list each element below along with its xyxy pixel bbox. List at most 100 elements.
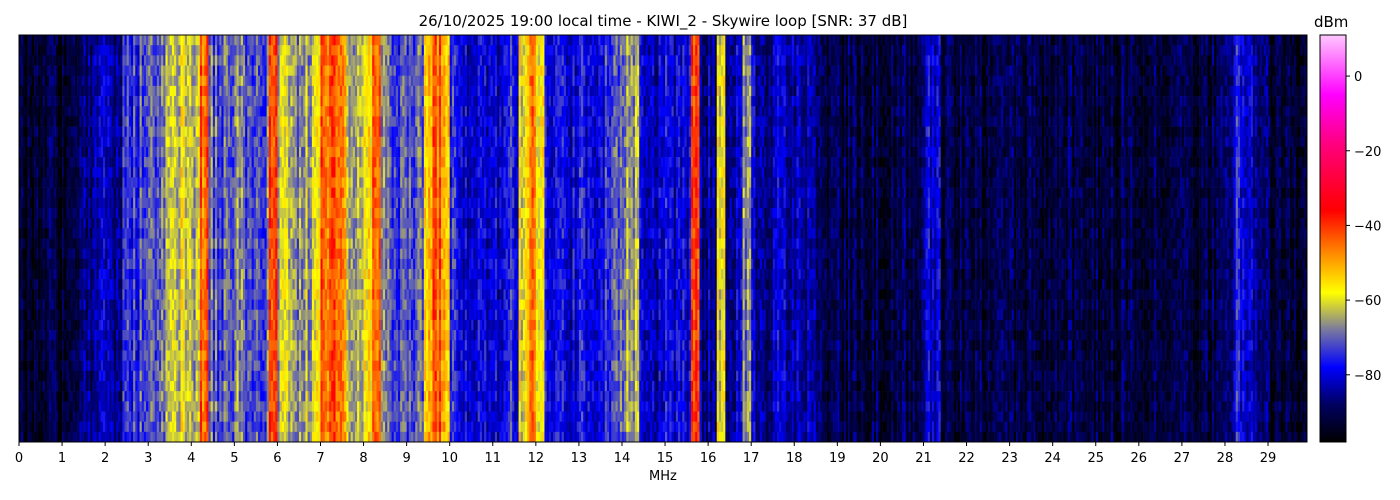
heatmap-cell bbox=[178, 45, 180, 55]
heatmap-cell bbox=[258, 76, 260, 86]
heatmap-cell bbox=[198, 269, 200, 279]
heatmap-cell bbox=[133, 401, 135, 411]
heatmap-cell bbox=[249, 249, 251, 259]
heatmap-cell bbox=[258, 350, 260, 360]
heatmap-cell bbox=[58, 55, 60, 65]
heatmap-cell bbox=[28, 401, 30, 411]
heatmap-cell bbox=[137, 432, 139, 442]
heatmap-cell bbox=[206, 86, 208, 96]
heatmap-cell bbox=[174, 96, 176, 106]
heatmap-cell bbox=[230, 422, 232, 432]
heatmap-cell bbox=[249, 381, 251, 391]
heatmap-cell bbox=[187, 218, 189, 228]
heatmap-cell bbox=[84, 350, 86, 360]
heatmap-cell bbox=[157, 147, 159, 157]
heatmap-cell bbox=[105, 198, 107, 208]
heatmap-cell bbox=[148, 218, 150, 228]
heatmap-cell bbox=[187, 76, 189, 86]
heatmap-cell bbox=[260, 96, 262, 106]
heatmap-cell bbox=[84, 391, 86, 401]
heatmap-cell bbox=[224, 259, 226, 269]
heatmap-cell bbox=[239, 320, 241, 330]
heatmap-cell bbox=[51, 96, 53, 106]
heatmap-cell bbox=[90, 55, 92, 65]
heatmap-cell bbox=[125, 167, 127, 177]
heatmap-cell bbox=[193, 340, 195, 350]
heatmap-cell bbox=[140, 35, 142, 45]
heatmap-cell bbox=[256, 188, 258, 198]
heatmap-cell bbox=[262, 198, 264, 208]
heatmap-cell bbox=[79, 269, 81, 279]
heatmap-cell bbox=[60, 116, 62, 126]
heatmap-cell bbox=[140, 55, 142, 65]
heatmap-cell bbox=[161, 167, 163, 177]
heatmap-cell bbox=[88, 228, 90, 238]
heatmap-cell bbox=[142, 422, 144, 432]
heatmap-cell bbox=[221, 127, 223, 137]
heatmap-cell bbox=[174, 391, 176, 401]
heatmap-cell bbox=[56, 228, 58, 238]
heatmap-cell bbox=[112, 228, 114, 238]
heatmap-cell bbox=[161, 137, 163, 147]
heatmap-cell bbox=[105, 55, 107, 65]
heatmap-cell bbox=[165, 228, 167, 238]
heatmap-cell bbox=[200, 147, 202, 157]
heatmap-cell bbox=[172, 259, 174, 269]
heatmap-cell bbox=[120, 228, 122, 238]
heatmap-cell bbox=[71, 116, 73, 126]
heatmap-cell bbox=[254, 137, 256, 147]
heatmap-cell bbox=[144, 208, 146, 218]
heatmap-cell bbox=[269, 198, 271, 208]
heatmap-cell bbox=[269, 35, 271, 45]
heatmap-cell bbox=[146, 157, 148, 167]
heatmap-cell bbox=[172, 198, 174, 208]
heatmap-cell bbox=[277, 188, 279, 198]
heatmap-cell bbox=[56, 45, 58, 55]
heatmap-cell bbox=[58, 239, 60, 249]
heatmap-cell bbox=[252, 350, 254, 360]
heatmap-cell bbox=[157, 96, 159, 106]
heatmap-cell bbox=[198, 432, 200, 442]
heatmap-cell bbox=[36, 391, 38, 401]
heatmap-cell bbox=[66, 45, 68, 55]
heatmap-cell bbox=[224, 432, 226, 442]
heatmap-cell bbox=[282, 361, 284, 371]
heatmap-cell bbox=[144, 66, 146, 76]
heatmap-cell bbox=[41, 208, 43, 218]
heatmap-cell bbox=[133, 218, 135, 228]
heatmap-cell bbox=[265, 35, 267, 45]
heatmap-cell bbox=[228, 76, 230, 86]
heatmap-cell bbox=[71, 361, 73, 371]
heatmap-cell bbox=[75, 411, 77, 421]
heatmap-cell bbox=[75, 239, 77, 249]
heatmap-cell bbox=[174, 198, 176, 208]
heatmap-cell bbox=[273, 300, 275, 310]
heatmap-cell bbox=[86, 157, 88, 167]
heatmap-cell bbox=[181, 361, 183, 371]
heatmap-cell bbox=[150, 320, 152, 330]
heatmap-cell bbox=[47, 35, 49, 45]
heatmap-cell bbox=[43, 239, 45, 249]
heatmap-cell bbox=[34, 350, 36, 360]
heatmap-cell bbox=[275, 310, 277, 320]
heatmap-cell bbox=[172, 45, 174, 55]
heatmap-cell bbox=[282, 300, 284, 310]
heatmap-cell bbox=[254, 340, 256, 350]
heatmap-cell bbox=[165, 361, 167, 371]
heatmap-cell bbox=[140, 177, 142, 187]
heatmap-cell bbox=[73, 228, 75, 238]
heatmap-cell bbox=[88, 411, 90, 421]
heatmap-cell bbox=[247, 96, 249, 106]
heatmap-cell bbox=[262, 35, 264, 45]
heatmap-cell bbox=[92, 300, 94, 310]
heatmap-cell bbox=[224, 157, 226, 167]
heatmap-cell bbox=[170, 208, 172, 218]
heatmap-cell bbox=[269, 249, 271, 259]
heatmap-cell bbox=[150, 66, 152, 76]
heatmap-cell bbox=[256, 432, 258, 442]
heatmap-cell bbox=[88, 249, 90, 259]
heatmap-cell bbox=[215, 218, 217, 228]
heatmap-cell bbox=[224, 177, 226, 187]
heatmap-cell bbox=[148, 350, 150, 360]
heatmap-cell bbox=[247, 371, 249, 381]
